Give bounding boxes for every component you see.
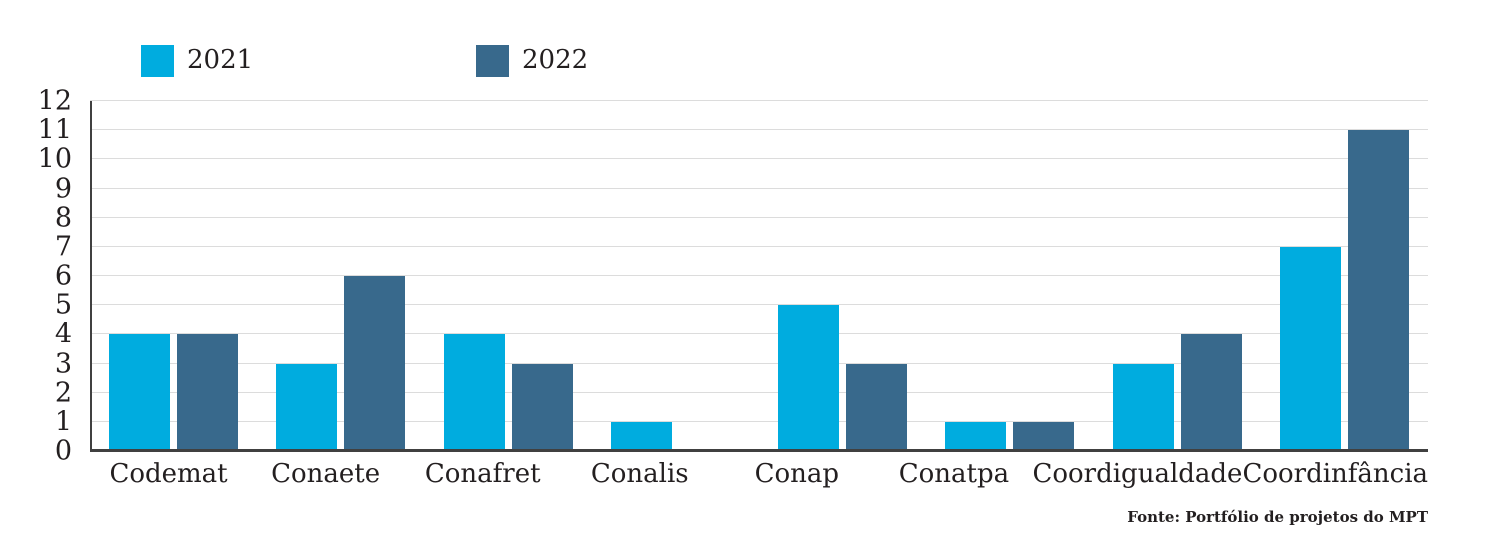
y-tick-label: 6: [54, 260, 72, 292]
bar-pair: [1279, 101, 1409, 451]
gridline: [90, 245, 1428, 247]
plot-area: [90, 100, 1428, 452]
bar-2021-coordinfância: [1279, 246, 1341, 451]
bar-group-conalis: [592, 101, 759, 451]
bar-2022-conap: [846, 363, 908, 451]
bar-pair: [109, 101, 239, 451]
y-tick-label: 4: [54, 318, 72, 350]
x-tick-label: Codemat: [109, 459, 228, 489]
legend-item: 2022: [476, 44, 588, 77]
bar-pair: [610, 101, 740, 451]
y-tick-label: 8: [54, 202, 72, 234]
bars: [90, 101, 1428, 451]
y-tick-label: 2: [54, 377, 72, 409]
bar-pair: [276, 101, 406, 451]
x-tick-label: Coordigualdade: [1032, 459, 1243, 489]
gridline: [90, 129, 1428, 131]
gridline: [90, 275, 1428, 276]
y-tick-label: 12: [37, 85, 72, 117]
bar-2022-codemat: [177, 334, 239, 451]
bar-2022-conatpa: [1013, 421, 1075, 451]
x-tick-label: Conafret: [424, 459, 541, 489]
y-axis-labels: 0 1 2 3 4 5 6 7 8 9 10 11 12: [0, 88, 72, 465]
legend-label: 2021: [187, 45, 254, 75]
bar-pair: [1112, 101, 1242, 451]
bar-pair: [443, 101, 573, 451]
bar-group-coordigualdade: [1094, 101, 1261, 451]
x-axis-line: [90, 449, 1428, 452]
bar-2021-conap: [778, 305, 840, 451]
x-tick-label: Conatpa: [898, 459, 1010, 489]
bar-2022-conafret: [511, 363, 573, 451]
legend-item: 2021: [141, 44, 253, 77]
y-tick-label: 1: [54, 406, 72, 438]
y-tick-label: 11: [37, 114, 72, 146]
bar-2021-conafret: [443, 334, 505, 451]
y-tick-label: 7: [54, 231, 72, 263]
x-tick-label: Conaete: [271, 459, 381, 489]
y-tick-label: 0: [54, 435, 72, 467]
bar-2022-coordigualdade: [1180, 334, 1242, 451]
x-tick-label: Conap: [754, 459, 840, 489]
bar-2021-coordigualdade: [1112, 363, 1174, 451]
gridline: [90, 391, 1428, 393]
y-tick-label: 3: [54, 348, 72, 379]
bar-2021-conatpa: [945, 421, 1007, 451]
bar-group-codemat: [90, 101, 257, 451]
x-tick-label: Coordinfância: [1242, 459, 1429, 489]
bar-group-coordinfância: [1261, 101, 1428, 451]
bar-group-conafret: [425, 101, 592, 451]
bar-2021-codemat: [109, 334, 171, 451]
source-note: Fonte: Portfólio de projetos do MPT: [1127, 508, 1428, 526]
legend-swatch-icon: [141, 44, 174, 77]
gridline: [90, 187, 1428, 189]
gridline: [90, 216, 1428, 218]
y-axis-line: [90, 101, 92, 451]
gridline: [90, 333, 1428, 335]
y-tick-label: 5: [54, 289, 72, 321]
x-tick-label: Conalis: [590, 459, 689, 489]
bar-group-conatpa: [926, 101, 1093, 451]
gridline: [90, 420, 1428, 422]
x-axis-labels: Codemat Conaete Conafret Conalis Conap Conatp…: [90, 459, 1428, 490]
legend-label: 2022: [522, 45, 589, 75]
gridline: [90, 362, 1428, 364]
bar-2021-conalis: [610, 421, 672, 451]
bar-2022-coordinfância: [1347, 130, 1409, 451]
bar-2022-conaete: [344, 276, 406, 451]
gridline: [90, 304, 1428, 306]
gridline: [90, 100, 1428, 101]
legend-swatch-icon: [476, 44, 509, 77]
bar-pair: [778, 101, 908, 451]
bar-pair: [945, 101, 1075, 451]
bar-2021-conaete: [276, 363, 338, 451]
gridline: [90, 158, 1428, 160]
bar-group-conaete: [257, 101, 424, 451]
y-tick-label: 10: [37, 143, 72, 175]
y-tick-label: 9: [54, 173, 72, 204]
bar-group-conap: [759, 101, 926, 451]
